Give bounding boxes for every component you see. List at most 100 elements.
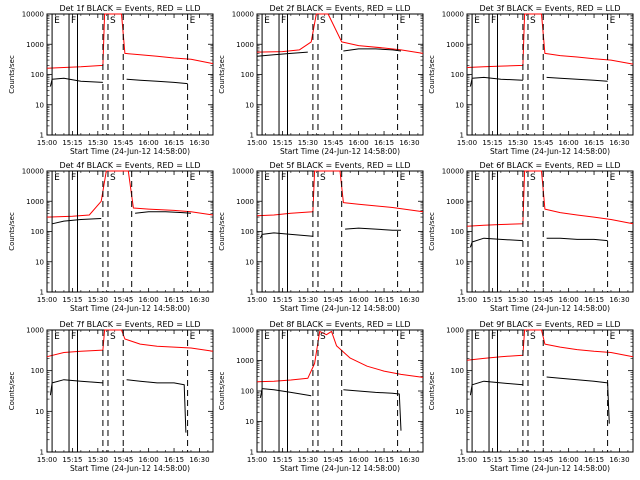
y-axis-label: Counts/sec	[218, 372, 226, 411]
x-tick-label: 15:45	[533, 296, 553, 304]
x-tick-label: 15:30	[88, 139, 108, 147]
series-line-lld	[466, 170, 634, 227]
x-tick-label: 15:00	[457, 139, 477, 147]
y-tick-label: 1000	[26, 41, 44, 49]
x-tick-label: 16:30	[399, 456, 419, 464]
event-marker-label: E	[190, 332, 196, 342]
y-tick-label: 1	[40, 289, 44, 297]
event-marker-label: E	[54, 16, 60, 26]
y-tick-label: 1	[40, 132, 44, 140]
x-tick-label: 16:15	[374, 296, 394, 304]
series-line-events	[469, 76, 608, 87]
x-tick-label: 15:45	[323, 139, 343, 147]
y-tick-label: 100	[451, 71, 464, 79]
x-tick-label: 16:15	[164, 139, 184, 147]
y-tick-label: 10000	[232, 168, 254, 176]
panel-title: Det 5f BLACK = Events, RED = LLD	[269, 161, 410, 170]
x-tick-label: 15:30	[508, 296, 528, 304]
panel-title: Det 3f BLACK = Events, RED = LLD	[479, 4, 620, 13]
x-tick-label: 16:30	[189, 456, 209, 464]
event-marker-label: F	[281, 173, 286, 183]
x-tick-label: 15:30	[508, 139, 528, 147]
event-marker-label: E	[400, 332, 406, 342]
y-tick-label: 10	[245, 101, 254, 109]
x-tick-label: 15:45	[533, 139, 553, 147]
x-axis-label: Start Time (24-Jun-12 14:58:00)	[280, 464, 400, 473]
x-tick-label: 15:00	[37, 139, 57, 147]
x-tick-label: 16:30	[609, 456, 629, 464]
panel-det-7: Det 7f BLACK = Events, RED = LLD Counts/s…	[8, 320, 214, 473]
series-line-events	[256, 48, 402, 57]
x-tick-label: 15:30	[508, 456, 528, 464]
y-axis-label: Counts/sec	[428, 212, 436, 251]
panel-title: Det 6f BLACK = Events, RED = LLD	[479, 161, 620, 170]
panel-det-3: Det 3f BLACK = Events, RED = LLD Counts/s…	[428, 4, 634, 156]
x-tick-label: 16:00	[559, 296, 579, 304]
series-line-lld	[46, 170, 214, 218]
event-marker-label: F	[491, 332, 496, 342]
y-tick-label: 1	[460, 132, 464, 140]
event-marker-label: S	[110, 332, 116, 342]
x-tick-label: 16:00	[139, 456, 159, 464]
x-tick-label: 15:45	[113, 296, 133, 304]
x-tick-label: 15:45	[113, 139, 133, 147]
panel-det-1: Det 1f BLACK = Events, RED = LLD Counts/s…	[8, 4, 214, 156]
y-tick-label: 100	[31, 228, 44, 236]
x-tick-label: 15:00	[457, 296, 477, 304]
x-tick-label: 15:30	[298, 139, 318, 147]
y-tick-label: 1000	[446, 41, 464, 49]
x-axis-label: Start Time (24-Jun-12 14:58:00)	[490, 147, 610, 156]
event-marker-label: E	[474, 332, 480, 342]
event-marker-label: E	[474, 16, 480, 26]
y-tick-label: 1	[460, 449, 464, 457]
x-tick-label: 16:30	[609, 139, 629, 147]
panel-title: Det 7f BLACK = Events, RED = LLD	[59, 320, 200, 329]
x-tick-label: 15:45	[323, 456, 343, 464]
y-tick-label: 10000	[232, 327, 254, 335]
x-tick-label: 16:00	[559, 139, 579, 147]
x-tick-label: 15:15	[272, 139, 292, 147]
x-axis-label: Start Time (24-Jun-12 14:58:00)	[490, 304, 610, 313]
event-marker-label: E	[190, 16, 196, 26]
x-tick-label: 15:15	[62, 456, 82, 464]
event-marker-label: F	[71, 332, 76, 342]
x-tick-label: 15:15	[482, 456, 502, 464]
plot-frame	[46, 329, 214, 453]
panel-det-2: Det 2f BLACK = Events, RED = LLD Counts/s…	[218, 4, 424, 156]
series-line-events	[259, 227, 401, 239]
y-tick-label: 10000	[22, 11, 44, 19]
y-tick-label: 1000	[446, 198, 464, 206]
y-tick-label: 100	[31, 71, 44, 79]
event-marker-label: F	[491, 173, 496, 183]
y-tick-label: 100	[451, 367, 464, 375]
x-tick-label: 15:45	[323, 296, 343, 304]
y-axis-label: Counts/sec	[8, 372, 16, 411]
y-tick-label: 100	[31, 367, 44, 375]
x-tick-label: 16:30	[399, 296, 419, 304]
x-tick-label: 15:15	[62, 296, 82, 304]
y-tick-label: 10	[455, 101, 464, 109]
event-marker-label: S	[320, 332, 326, 342]
y-tick-label: 10	[35, 258, 44, 266]
y-tick-label: 10000	[232, 11, 254, 19]
y-tick-label: 1000	[236, 41, 254, 49]
y-tick-label: 1000	[26, 198, 44, 206]
series-line-events	[49, 379, 187, 433]
panel-det-5: Det 5f BLACK = Events, RED = LLD Counts/s…	[218, 161, 424, 313]
panel-title: Det 9f BLACK = Events, RED = LLD	[479, 320, 620, 329]
y-tick-label: 1	[250, 449, 254, 457]
plot-frame	[256, 170, 424, 293]
x-axis-label: Start Time (24-Jun-12 14:58:00)	[280, 304, 400, 313]
plot-frame	[466, 170, 634, 293]
x-axis-label: Start Time (24-Jun-12 14:58:00)	[70, 147, 190, 156]
y-tick-label: 1000	[26, 327, 44, 335]
x-tick-label: 16:15	[374, 456, 394, 464]
series-line-lld	[256, 13, 424, 54]
y-tick-label: 1	[250, 132, 254, 140]
panel-det-6: Det 6f BLACK = Events, RED = LLD Counts/s…	[428, 161, 634, 313]
x-tick-label: 15:45	[113, 456, 133, 464]
y-tick-label: 1000	[236, 198, 254, 206]
series-line-events	[469, 237, 608, 248]
y-tick-label: 10000	[442, 168, 464, 176]
